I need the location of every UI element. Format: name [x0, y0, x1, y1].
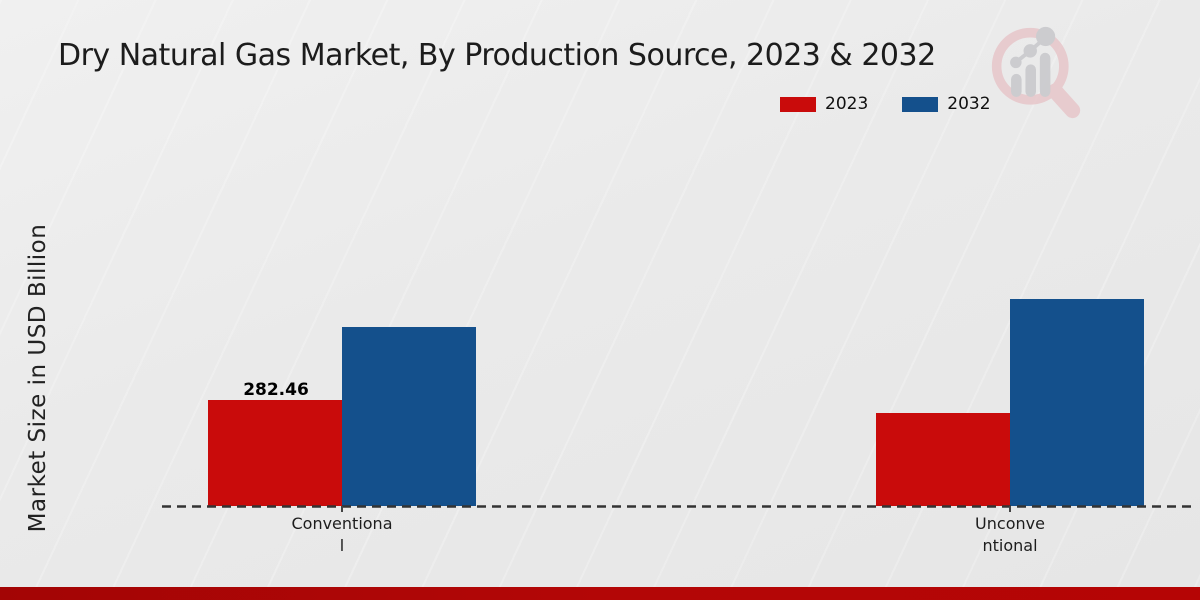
- data-label-conventional-2023: 282.46: [243, 380, 309, 400]
- legend-swatch-2023: [780, 96, 816, 112]
- bar-2032-unconventional: [1010, 299, 1144, 506]
- magnifier-growth-chart-watermark-icon: [991, 26, 1081, 119]
- footer-accent-bar: [0, 587, 1200, 600]
- x-tick-label-line: Conventiona: [291, 514, 393, 533]
- legend-label-2023: 2023: [825, 94, 869, 114]
- legend: 2023 2032: [780, 94, 1025, 114]
- x-axis-baseline: [162, 505, 1195, 508]
- chart-title: Dry Natural Gas Market, By Production So…: [58, 38, 936, 73]
- x-tick-label-line: Unconve: [975, 514, 1045, 533]
- legend-swatch-2032: [902, 96, 939, 112]
- legend-label-2032: 2032: [947, 94, 991, 114]
- x-tick-label-line: l: [339, 536, 345, 556]
- bar-2023-conventional: [208, 400, 342, 506]
- x-tick-conventional: [341, 506, 343, 512]
- x-tick-label-line: ntional: [982, 536, 1038, 556]
- x-tick-unconventional: [1009, 506, 1011, 512]
- bar-2023-unconventional: [876, 413, 1010, 506]
- y-axis-label: Market Size in USD Billion: [25, 223, 51, 533]
- x-tick-label-unconventional: Unconve ntional: [930, 513, 1090, 557]
- bar-2032-conventional: [342, 327, 476, 506]
- x-tick-label-conventional: Conventiona l: [262, 513, 422, 557]
